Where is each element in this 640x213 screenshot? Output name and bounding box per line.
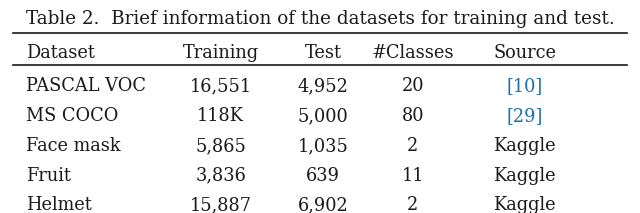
Text: Kaggle: Kaggle bbox=[493, 167, 556, 185]
Text: 639: 639 bbox=[306, 167, 340, 185]
Text: 15,887: 15,887 bbox=[190, 196, 252, 213]
Text: 5,000: 5,000 bbox=[298, 107, 349, 125]
Text: Test: Test bbox=[305, 44, 342, 62]
Text: PASCAL VOC: PASCAL VOC bbox=[26, 77, 146, 95]
Text: 16,551: 16,551 bbox=[189, 77, 252, 95]
Text: [29]: [29] bbox=[507, 107, 543, 125]
Text: 11: 11 bbox=[401, 167, 424, 185]
Text: 5,865: 5,865 bbox=[195, 137, 246, 155]
Text: 80: 80 bbox=[401, 107, 424, 125]
Text: Table 2.  Brief information of the datasets for training and test.: Table 2. Brief information of the datase… bbox=[26, 10, 614, 28]
Text: 118K: 118K bbox=[197, 107, 244, 125]
Text: 20: 20 bbox=[401, 77, 424, 95]
Text: Source: Source bbox=[493, 44, 556, 62]
Text: MS COCO: MS COCO bbox=[26, 107, 118, 125]
Text: Training: Training bbox=[183, 44, 259, 62]
Text: 3,836: 3,836 bbox=[195, 167, 246, 185]
Text: Helmet: Helmet bbox=[26, 196, 92, 213]
Text: 2: 2 bbox=[407, 137, 419, 155]
Text: #Classes: #Classes bbox=[372, 44, 454, 62]
Text: Dataset: Dataset bbox=[26, 44, 95, 62]
Text: Kaggle: Kaggle bbox=[493, 137, 556, 155]
Text: Fruit: Fruit bbox=[26, 167, 70, 185]
Text: 4,952: 4,952 bbox=[298, 77, 349, 95]
Text: [10]: [10] bbox=[507, 77, 543, 95]
Text: Face mask: Face mask bbox=[26, 137, 120, 155]
Text: 1,035: 1,035 bbox=[298, 137, 349, 155]
Text: 6,902: 6,902 bbox=[298, 196, 349, 213]
Text: 2: 2 bbox=[407, 196, 419, 213]
Text: Kaggle: Kaggle bbox=[493, 196, 556, 213]
